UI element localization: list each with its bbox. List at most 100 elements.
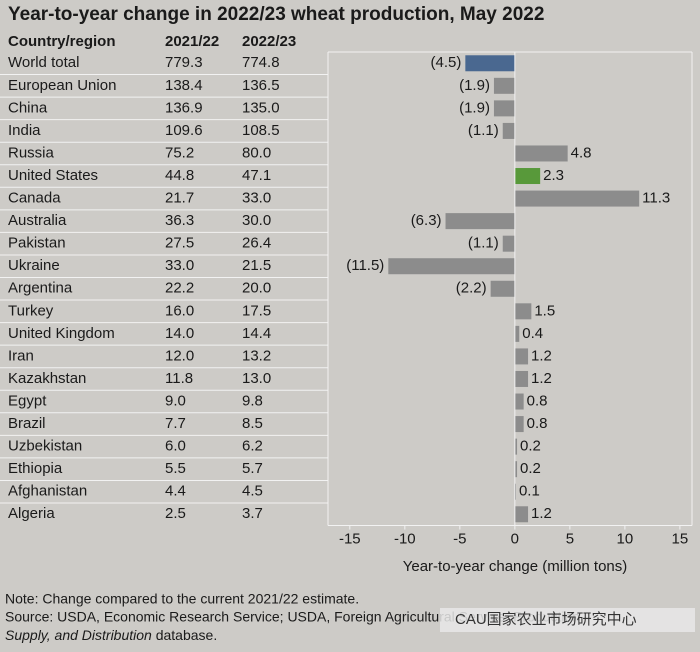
- cell: 13.2: [242, 347, 271, 364]
- x-tick-label: 10: [617, 531, 634, 548]
- x-tick-label: -15: [339, 531, 361, 548]
- row-label: Turkey: [8, 302, 54, 319]
- bar: [514, 370, 529, 387]
- cell: 138.4: [165, 77, 203, 94]
- x-axis-label: Year-to-year change (million tons): [403, 558, 628, 575]
- bar: [493, 100, 515, 117]
- cell: 12.0: [165, 347, 194, 364]
- value-label: 1.2: [531, 347, 552, 364]
- cell: 33.0: [165, 257, 194, 274]
- cell: 9.8: [242, 392, 263, 409]
- cell: 33.0: [242, 190, 271, 207]
- cell: 16.0: [165, 302, 194, 319]
- column-header: Country/region: [8, 33, 116, 50]
- bar: [514, 506, 529, 523]
- cell: 21.7: [165, 190, 194, 207]
- watermark-bg: [440, 608, 695, 632]
- row-label: Brazil: [8, 415, 46, 432]
- row-label: European Union: [8, 77, 116, 94]
- value-label: (4.5): [430, 54, 461, 71]
- row-label: United States: [8, 167, 98, 184]
- value-label: (6.3): [411, 212, 442, 229]
- cell: 7.7: [165, 415, 186, 432]
- cell: 3.7: [242, 505, 263, 522]
- value-label: 0.8: [527, 415, 548, 432]
- cell: 21.5: [242, 257, 271, 274]
- row-label: Ethiopia: [8, 460, 63, 477]
- bar: [465, 55, 515, 72]
- bar: [514, 416, 524, 433]
- bar: [514, 483, 516, 500]
- source: Source: USDA, Economic Research Service;…: [5, 609, 584, 625]
- value-label: 1.5: [534, 302, 555, 319]
- watermark: CAU国家农业市场研究中心: [455, 611, 637, 628]
- value-label: 2.3: [543, 167, 564, 184]
- row-label: Uzbekistan: [8, 438, 82, 455]
- cell: 20.0: [242, 280, 271, 297]
- cell: 22.2: [165, 280, 194, 297]
- cell: 108.5: [242, 122, 280, 139]
- row-label: Argentina: [8, 280, 73, 297]
- cell: 6.2: [242, 438, 263, 455]
- bar: [502, 235, 515, 252]
- bar: [445, 213, 515, 230]
- bar: [493, 77, 515, 94]
- value-label: 11.3: [642, 190, 670, 207]
- cell: 14.0: [165, 325, 194, 342]
- row-label: India: [8, 122, 41, 139]
- column-header: 2021/22: [165, 33, 219, 50]
- column-header: 2022/23: [242, 33, 296, 50]
- bar: [514, 168, 541, 185]
- cell: 6.0: [165, 438, 186, 455]
- value-label: (11.5): [346, 257, 384, 274]
- row-label: Pakistan: [8, 235, 66, 252]
- value-label: 0.1: [519, 483, 540, 500]
- cell: 14.4: [242, 325, 271, 342]
- source-line: Supply, and Distribution database.: [5, 627, 217, 643]
- value-label: (1.1): [468, 122, 499, 139]
- bar: [388, 258, 515, 275]
- bar: [514, 461, 518, 478]
- row-label: Egypt: [8, 392, 47, 409]
- bar: [514, 348, 529, 365]
- x-tick-label: 15: [672, 531, 689, 548]
- x-tick-label: -10: [394, 531, 416, 548]
- cell: 47.1: [242, 167, 271, 184]
- cell: 44.8: [165, 167, 194, 184]
- bar: [514, 303, 532, 320]
- row-label: United Kingdom: [8, 325, 115, 342]
- cell: 9.0: [165, 392, 186, 409]
- cell: 2.5: [165, 505, 186, 522]
- row-label: World total: [8, 54, 79, 71]
- x-tick-label: -5: [453, 531, 466, 548]
- bar: [514, 393, 524, 410]
- bar: [514, 325, 520, 342]
- bar: [490, 280, 515, 297]
- cell: 75.2: [165, 144, 194, 161]
- source-end: database.: [152, 627, 217, 643]
- cell: 4.5: [242, 483, 263, 500]
- cell: 4.4: [165, 483, 186, 500]
- value-label: (2.2): [456, 280, 487, 297]
- row-label: Kazakhstan: [8, 370, 86, 387]
- bar: [514, 145, 568, 162]
- cell: 17.5: [242, 302, 271, 319]
- note: Note: Change compared to the current 202…: [5, 591, 359, 607]
- value-label: (1.9): [459, 99, 490, 116]
- value-label: 1.2: [531, 370, 552, 387]
- cell: 5.5: [165, 460, 186, 477]
- cell: 26.4: [242, 235, 271, 252]
- value-label: (1.1): [468, 235, 499, 252]
- bar: [514, 438, 518, 455]
- value-label: 0.8: [527, 392, 548, 409]
- value-label: 0.4: [522, 325, 543, 342]
- value-label: (1.9): [459, 77, 490, 94]
- row-label: Russia: [8, 144, 55, 161]
- cell: 27.5: [165, 235, 194, 252]
- cell: 8.5: [242, 415, 263, 432]
- value-label: 0.2: [520, 460, 541, 477]
- value-label: 1.2: [531, 505, 552, 522]
- x-tick-label: 0: [511, 531, 519, 548]
- cell: 80.0: [242, 144, 271, 161]
